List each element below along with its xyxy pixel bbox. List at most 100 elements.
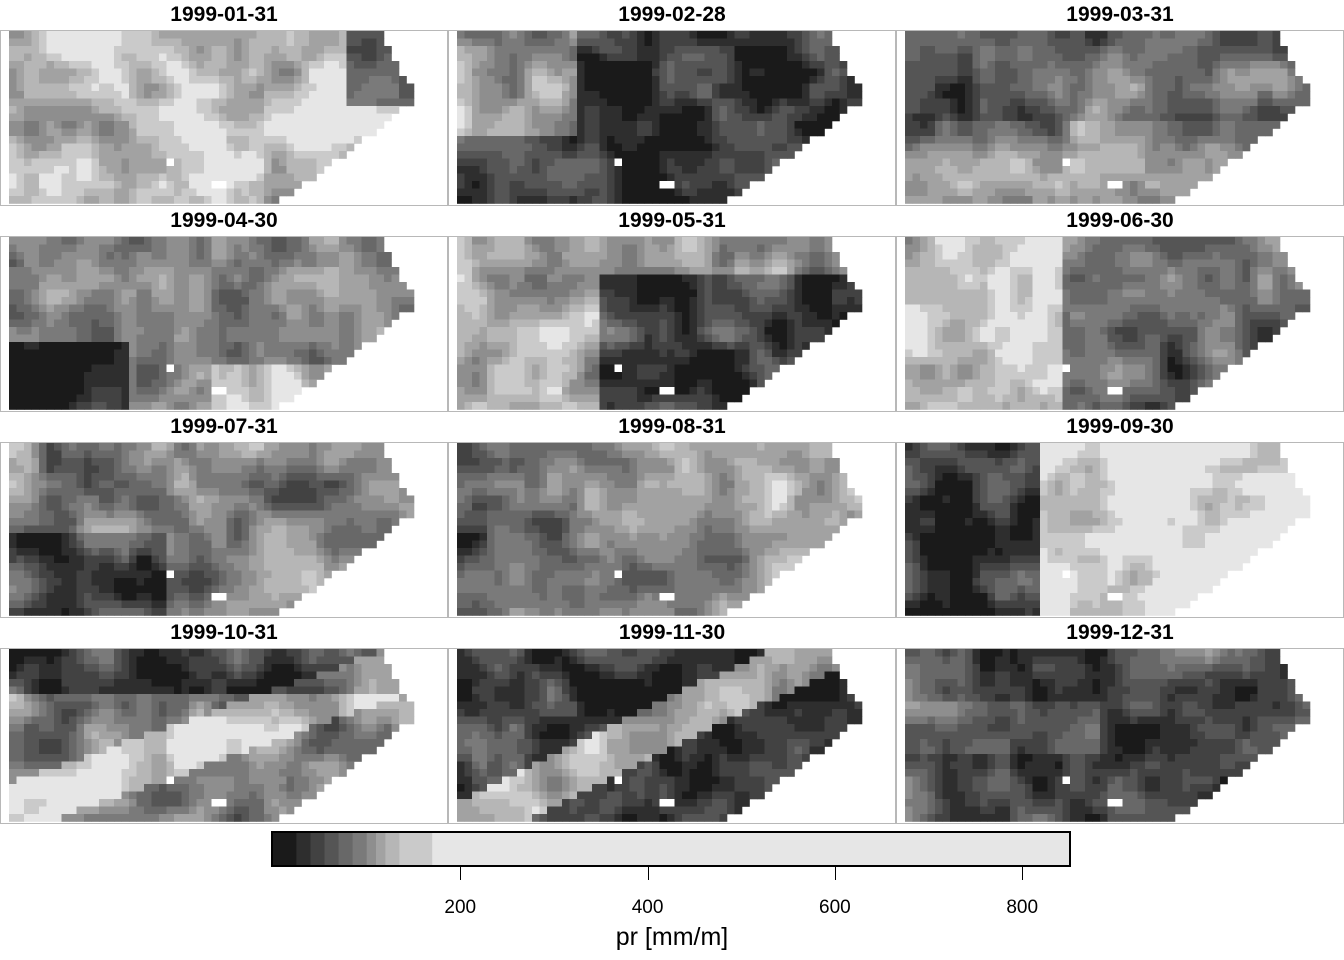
raster-cell xyxy=(772,83,780,92)
precip-raster xyxy=(9,237,415,410)
raster-cell xyxy=(1017,158,1026,167)
raster-cell xyxy=(84,252,92,260)
raster-cell xyxy=(667,46,675,54)
raster-cell xyxy=(369,319,377,328)
raster-cell xyxy=(39,319,47,328)
raster-cell xyxy=(24,259,32,268)
raster-cell xyxy=(1055,158,1063,167)
raster-cell xyxy=(524,252,533,260)
raster-cell xyxy=(9,304,17,313)
raster-cell xyxy=(712,244,720,253)
raster-cell xyxy=(1212,53,1221,62)
raster-cell xyxy=(1295,98,1303,107)
raster-cell xyxy=(271,136,280,144)
raster-cell xyxy=(659,143,668,152)
raster-cell xyxy=(346,143,355,152)
raster-cell xyxy=(376,312,385,320)
raster-cell xyxy=(234,188,242,197)
raster-cell xyxy=(697,136,705,144)
raster-cell xyxy=(316,289,325,298)
raster-cell xyxy=(787,244,795,253)
raster-cell xyxy=(129,274,137,283)
raster-cell xyxy=(151,274,160,283)
raster-cell xyxy=(61,244,70,253)
raster-cell xyxy=(1100,166,1108,174)
raster-cell xyxy=(249,181,257,189)
raster-cell xyxy=(129,402,137,410)
raster-cell xyxy=(554,237,563,245)
raster-cell xyxy=(1242,61,1251,69)
raster-cell xyxy=(1287,98,1296,107)
raster-cell xyxy=(1287,76,1296,84)
raster-cell xyxy=(241,304,250,313)
raster-cell xyxy=(502,173,510,182)
raster-cell xyxy=(1077,151,1086,159)
raster-cell xyxy=(226,121,235,129)
raster-cell xyxy=(629,106,638,114)
raster-cell xyxy=(324,113,332,122)
raster-cell xyxy=(487,136,495,144)
raster-cell xyxy=(121,282,130,290)
raster-cell xyxy=(987,188,996,197)
raster-cell xyxy=(689,121,698,129)
raster-cell xyxy=(204,196,212,204)
raster-cell xyxy=(204,121,212,129)
raster-cell xyxy=(592,259,600,268)
raster-cell xyxy=(1242,136,1251,144)
raster-cell xyxy=(249,327,257,335)
raster-cell xyxy=(346,342,355,350)
raster-cell xyxy=(256,91,265,99)
raster-cell xyxy=(1010,76,1018,84)
raster-cell xyxy=(174,297,182,305)
raster-cell xyxy=(749,304,758,313)
raster-cell xyxy=(577,128,585,137)
raster-cell xyxy=(309,106,317,114)
raster-cell xyxy=(219,357,227,365)
raster-cell xyxy=(286,304,295,313)
raster-cell xyxy=(1175,91,1183,99)
raster-cell xyxy=(301,38,310,47)
raster-cell xyxy=(592,304,600,313)
raster-cell xyxy=(1175,76,1183,84)
raster-cell xyxy=(972,98,981,107)
raster-cell xyxy=(114,158,122,167)
raster-cell xyxy=(1002,158,1011,167)
raster-cell xyxy=(391,297,400,305)
raster-cell xyxy=(614,196,623,204)
raster-cell xyxy=(249,188,257,197)
raster-cell xyxy=(980,38,988,47)
raster-cell xyxy=(1070,121,1078,129)
raster-cell xyxy=(144,312,152,320)
raster-cell xyxy=(674,282,683,290)
raster-cell xyxy=(1175,143,1183,152)
raster-cell xyxy=(91,166,100,174)
raster-cell xyxy=(166,349,175,358)
raster-cell xyxy=(905,151,913,159)
raster-cell xyxy=(584,151,593,159)
raster-cell xyxy=(114,327,122,335)
raster-cell xyxy=(196,357,205,365)
raster-cell xyxy=(249,61,257,69)
raster-cell xyxy=(697,304,705,313)
raster-cell xyxy=(1145,53,1153,62)
raster-cell xyxy=(1182,61,1191,69)
raster-cell xyxy=(376,98,385,107)
raster-cell xyxy=(301,46,310,54)
raster-cell xyxy=(464,98,473,107)
raster-cell xyxy=(734,46,743,54)
raster-cell xyxy=(286,282,295,290)
raster-cell xyxy=(547,158,555,167)
raster-cell xyxy=(479,252,488,260)
raster-cell xyxy=(479,181,488,189)
raster-cell xyxy=(539,38,548,47)
raster-cell xyxy=(69,252,77,260)
raster-cell xyxy=(502,304,510,313)
raster-cell xyxy=(1160,166,1168,174)
raster-cell xyxy=(189,38,197,47)
raster-cell xyxy=(316,106,325,114)
raster-cell xyxy=(644,181,653,189)
raster-cell xyxy=(942,106,951,114)
raster-cell xyxy=(809,289,818,298)
raster-cell xyxy=(99,98,107,107)
raster-cell xyxy=(151,372,160,380)
